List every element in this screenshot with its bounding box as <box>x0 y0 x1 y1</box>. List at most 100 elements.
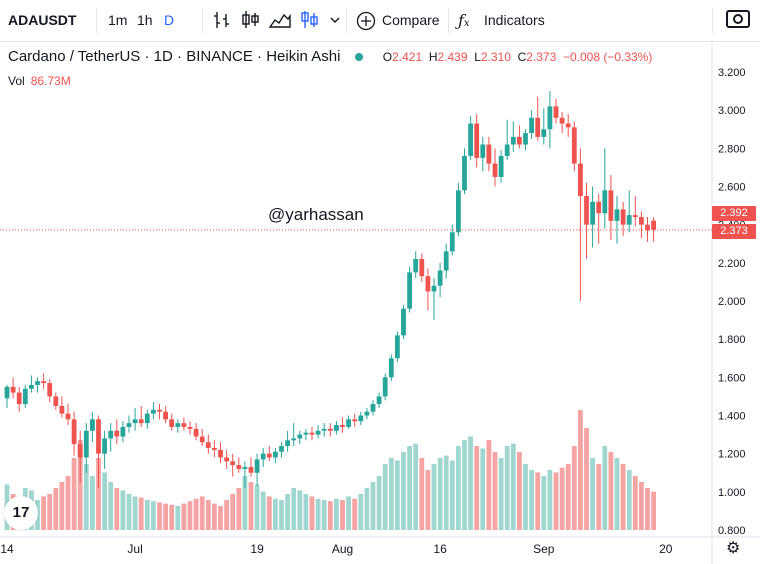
volume-bar <box>309 496 315 530</box>
volume-label: Vol <box>8 74 25 88</box>
candle-body <box>114 430 120 437</box>
price-tick-label: 1.000 <box>718 487 746 499</box>
area-chart-icon[interactable] <box>268 13 291 28</box>
volume-bar <box>401 452 406 530</box>
candle-body <box>41 381 46 384</box>
candle-body <box>462 155 467 191</box>
interval-d[interactable]: D <box>164 12 175 28</box>
time-tick-label: 20 <box>659 542 673 556</box>
fx-icon[interactable]: ƒx <box>458 11 470 30</box>
volume-bar <box>77 440 83 530</box>
volume-bar <box>370 482 376 530</box>
gear-icon[interactable]: ⚙ <box>726 540 741 557</box>
candles-icon[interactable] <box>242 11 259 28</box>
candle-body <box>541 129 547 137</box>
heikin-ashi-icon[interactable] <box>301 11 318 28</box>
watermark-text: @yarhassan <box>268 205 364 224</box>
candle-body <box>169 419 175 427</box>
candle-body <box>120 426 126 437</box>
plus-circle-icon[interactable] <box>356 11 376 31</box>
volume-bar <box>120 490 126 530</box>
volume-bar <box>303 494 309 530</box>
volume-bar <box>578 410 583 530</box>
candle-body <box>578 163 583 197</box>
top-toolbar: ADAUSDT 1m 1h D Compare ƒx Indicators <box>0 0 760 42</box>
candle-body <box>77 444 83 458</box>
candle-body <box>486 144 492 164</box>
compare-button[interactable]: Compare <box>382 12 440 28</box>
candle-body <box>151 409 156 414</box>
volume-bar <box>273 498 278 530</box>
candle-body <box>22 388 28 405</box>
interval-1h[interactable]: 1h <box>137 12 153 28</box>
price-chart[interactable]: 3.2003.0002.8002.6002.4002.2002.0001.800… <box>0 42 760 564</box>
volume-bar <box>321 500 327 530</box>
volume-bar <box>608 452 614 530</box>
volume-bar <box>376 476 382 530</box>
symbol-search[interactable]: ADAUSDT <box>8 12 77 28</box>
candle-body <box>535 117 541 137</box>
candle-body <box>260 453 266 460</box>
candle-body <box>29 384 34 389</box>
high-value: 2.439 <box>437 50 468 64</box>
volume-bar <box>340 500 345 530</box>
chevron-down-icon[interactable] <box>330 16 340 26</box>
volume-bar <box>334 498 339 530</box>
indicators-button[interactable]: Indicators <box>484 12 545 28</box>
price-tick-label: 3.000 <box>718 105 746 117</box>
candle-body <box>132 419 138 424</box>
candle-body <box>590 201 595 225</box>
candle-body <box>59 405 65 414</box>
candle-body <box>71 419 77 445</box>
volume-bar <box>132 496 138 530</box>
candle-body <box>4 386 10 399</box>
candle-body <box>596 201 602 214</box>
candle-body <box>309 432 315 435</box>
candle-body <box>254 459 260 473</box>
volume-bar <box>199 496 205 530</box>
candle-body <box>193 428 199 437</box>
candle-body <box>639 217 644 225</box>
camera-icon[interactable] <box>726 10 750 28</box>
volume-bar <box>584 428 589 530</box>
candle-body <box>401 308 406 336</box>
toolbar-divider <box>202 8 203 33</box>
volume-bar <box>47 494 53 530</box>
volume-bar <box>626 470 632 530</box>
volume-bar <box>535 472 541 530</box>
time-tick-label: Jul <box>127 542 142 556</box>
candle-body <box>553 106 559 118</box>
volume-bar <box>388 458 394 530</box>
volume-bar <box>632 476 638 530</box>
toolbar-divider <box>448 8 449 33</box>
candle-body <box>224 457 229 462</box>
volume-bar <box>242 476 248 530</box>
volume-bar <box>419 458 425 530</box>
candle-body <box>175 423 181 427</box>
candle-body <box>53 396 59 406</box>
candle-body <box>565 123 571 128</box>
candle-body <box>273 451 278 458</box>
candle-body <box>571 127 577 164</box>
volume-bar <box>291 488 297 530</box>
tradingview-logo[interactable]: 17 <box>4 496 38 530</box>
candle-body <box>608 190 614 221</box>
volume-bar <box>559 467 565 530</box>
symbol-name[interactable]: Cardano / TetherUS <box>8 48 141 65</box>
candle-body <box>547 106 553 130</box>
volume-bar <box>205 500 211 530</box>
candle-body <box>388 358 394 378</box>
interval-1m[interactable]: 1m <box>108 12 128 28</box>
close-value: 2.373 <box>526 50 557 64</box>
candle-body <box>187 426 193 429</box>
time-tick-label: Sep <box>533 542 555 556</box>
candle-body <box>559 117 565 124</box>
candle-body <box>651 220 656 230</box>
candle-body <box>47 383 53 397</box>
volume-legend: Vol 86.73M <box>8 74 71 88</box>
candle-body <box>279 446 284 452</box>
bar-chart-icon[interactable] <box>214 12 229 28</box>
candle-body <box>157 409 162 412</box>
time-tick-label: 16 <box>433 542 447 556</box>
toolbar-divider <box>96 8 97 33</box>
